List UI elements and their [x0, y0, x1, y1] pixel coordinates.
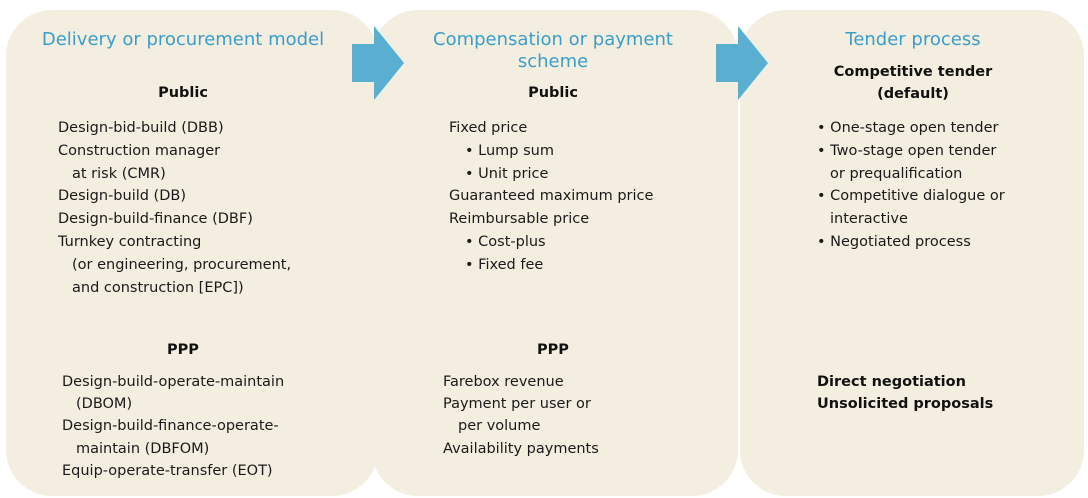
list-item: (DBOM) — [76, 396, 133, 413]
list-item: Farebox revenue — [443, 374, 564, 390]
list-item: Reimbursable price — [449, 211, 590, 228]
panel-title: Delivery or procurement model — [41, 29, 325, 50]
panel-title: Compensation or payment scheme — [433, 29, 673, 72]
list-item: • Competitive dialogue or — [817, 188, 1005, 205]
list-item: Guaranteed maximum price — [449, 188, 654, 205]
list-item: Design-bid-build (DBB) — [58, 120, 224, 136]
list-item: • One-stage open tender — [817, 120, 999, 136]
list-item: (or engineering, procurement, — [72, 256, 292, 273]
list-item: at risk (CMR) — [72, 165, 166, 182]
arrow — [716, 26, 768, 100]
section-heading: Public — [158, 85, 208, 101]
section-heading: PPP — [167, 342, 199, 358]
list-item: and construction [EPC]) — [72, 279, 244, 296]
panel — [6, 10, 378, 496]
list-item: • Fixed fee — [465, 256, 544, 273]
list-item: maintain (DBFOM) — [76, 440, 210, 457]
section-heading: Competitive tender (default) — [833, 64, 993, 102]
list-item: Design-build-finance (DBF) — [58, 211, 253, 228]
list-item: or prequalification — [830, 165, 963, 182]
list-item: Construction manager — [58, 142, 221, 159]
section-heading: PPP — [537, 342, 569, 358]
list-item: per volume — [458, 418, 541, 435]
list-item: Unsolicited proposals — [817, 396, 994, 413]
section-heading: Public — [528, 85, 578, 101]
list-item: Design-build (DB) — [58, 188, 186, 205]
list-item: • Two-stage open tender — [817, 142, 997, 159]
list-item: • Unit price — [465, 165, 549, 182]
list-item: Design-build-finance-operate- — [62, 418, 279, 435]
list-item: interactive — [830, 211, 908, 228]
list-item: Payment per user or — [443, 396, 591, 413]
list-item: Equip-operate-transfer (EOT) — [62, 462, 273, 479]
list-item: Turnkey contracting — [58, 234, 202, 250]
list-item: • Lump sum — [465, 142, 554, 159]
list-item: Availability payments — [443, 440, 599, 457]
panel-title: Tender process — [845, 29, 981, 50]
list-item: Direct negotiation — [817, 374, 966, 390]
list-item: • Cost-plus — [465, 234, 546, 250]
arrow — [352, 26, 404, 100]
list-item: Design-build-operate-maintain — [62, 374, 285, 390]
list-item: Fixed price — [449, 120, 528, 136]
list-item: • Negotiated process — [817, 234, 971, 250]
panel — [372, 10, 738, 496]
panel — [740, 10, 1084, 496]
